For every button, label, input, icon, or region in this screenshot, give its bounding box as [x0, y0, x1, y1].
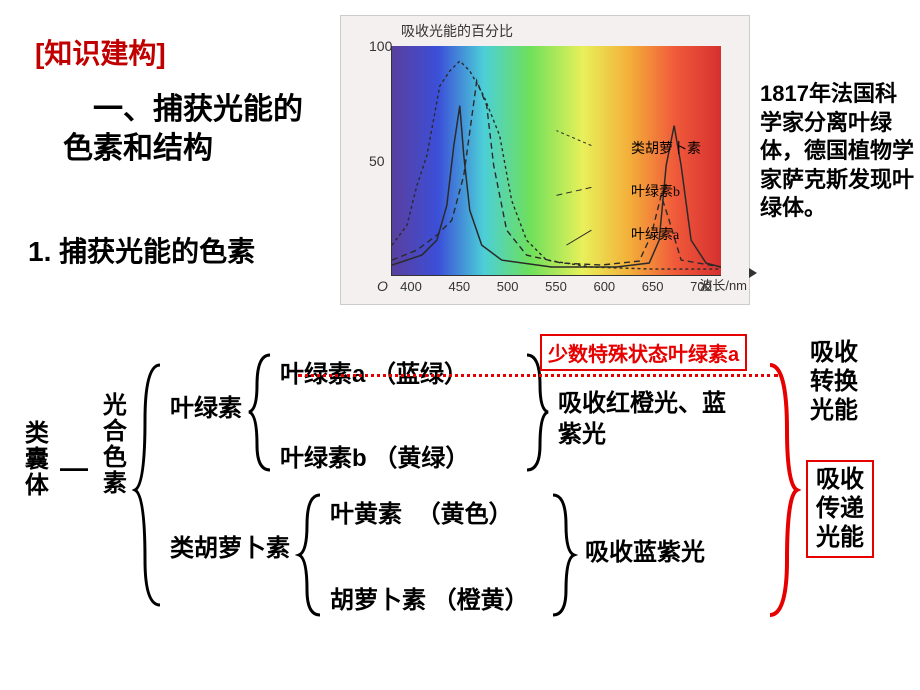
l3-2-color: （黄色） [417, 501, 513, 528]
legend-carotenoid: 类胡萝卜素 [631, 138, 701, 158]
tree-level3-3: 胡萝卜素 （橙黄） [330, 588, 529, 614]
x-tick: 550 [545, 279, 567, 294]
tree-level3-2: 叶黄素 （黄色） [330, 502, 513, 528]
tree-level1: 光合色素 [98, 392, 124, 496]
x-tick: 650 [642, 279, 664, 294]
brace-level1 [130, 360, 170, 610]
x-tick: 450 [448, 279, 470, 294]
section-title: 一、捕获光能的色素和结构 [63, 90, 303, 168]
red-brace [765, 360, 803, 620]
brace-level2b [295, 490, 325, 620]
tree-level3-1: 叶绿素b （黄绿） [280, 446, 469, 472]
legend-chlorophyll-a: 叶绿素a [631, 224, 679, 244]
absorb-label-0: 吸收红橙光、蓝紫光 [558, 388, 728, 450]
special-chl-a-note: 少数特殊状态叶绿素a [540, 334, 747, 371]
x-tick: 500 [497, 279, 519, 294]
y-axis-title: 吸收光能的百分比 [401, 21, 513, 41]
output-0: 吸收转换光能 [810, 339, 870, 425]
tree-level2-1: 类胡萝卜素 [170, 536, 290, 562]
header-tag: [知识建构] [35, 32, 166, 72]
y-tick: 100 [369, 38, 392, 54]
x-tick: 400 [400, 279, 422, 294]
l3-3-color: （橙黄） [433, 587, 529, 614]
brace-level2a [245, 350, 275, 475]
origin-label: O [377, 278, 388, 294]
l3-2-name: 叶黄素 [330, 501, 402, 528]
tree-dash: — [60, 452, 88, 484]
l3-1-name: 叶绿素b [280, 445, 367, 472]
l3-1-color: （黄绿） [373, 445, 469, 472]
y-tick: 50 [369, 153, 385, 169]
x-tick: 700 [690, 279, 712, 294]
header-tag-text: [知识建构] [35, 38, 166, 69]
absorb-label-1: 吸收蓝紫光 [585, 540, 705, 566]
absorption-spectrum-chart: 吸收光能的百分比 O 波长/nm 10050400450500550600650… [340, 15, 750, 305]
side-historical-note: 1817年法国科学家分离叶绿体，德国植物学家萨克斯发现叶绿体。 [760, 80, 915, 223]
subsection-title: 1. 捕获光能的色素 [28, 230, 255, 270]
x-tick: 600 [593, 279, 615, 294]
l3-3-name: 胡萝卜素 [330, 587, 426, 614]
tree-level2-0: 叶绿素 [170, 396, 242, 422]
dotted-connector-line [298, 374, 778, 377]
pigment-hierarchy-tree: 类囊体 — 光合色素 叶绿素 类胡萝卜素 叶绿素a （蓝绿） 叶绿素b （黄绿）… [20, 340, 900, 680]
tree-root: 类囊体 [20, 420, 46, 498]
x-axis-arrow-icon [749, 268, 757, 278]
legend-chlorophyll-b: 叶绿素b [631, 181, 680, 201]
output-1: 吸收传递光能 [806, 460, 874, 558]
brace-absorb-b [548, 490, 578, 620]
